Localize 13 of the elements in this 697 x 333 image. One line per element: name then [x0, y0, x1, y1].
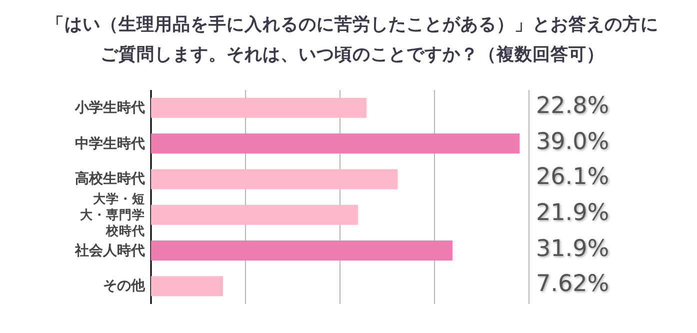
y-tick-label: 中学生時代 — [75, 134, 145, 152]
title: 「はい（生理用品を手に入れるのに苦労したことがある）」とお答えの方にご質問します。それは、いつ頃のことですか？（複数回答可） — [46, 14, 660, 67]
y-tick-label: 小学生時代 — [75, 98, 145, 117]
data-label: 22.8% — [536, 92, 610, 119]
y-tick-label: その他 — [103, 277, 145, 296]
data-label: 7.62% — [536, 271, 610, 298]
data-label: 21.9% — [536, 200, 610, 226]
y-tick-label: 高校生時代 — [75, 170, 145, 188]
y-tick-label: 社会人時代 — [75, 242, 145, 260]
y-tick-label: 大学・短大・専門学校時代 — [79, 190, 145, 239]
data-label: 26.1% — [536, 164, 610, 190]
data-label: 39.0% — [536, 128, 610, 154]
data-label: 31.9% — [536, 236, 610, 262]
